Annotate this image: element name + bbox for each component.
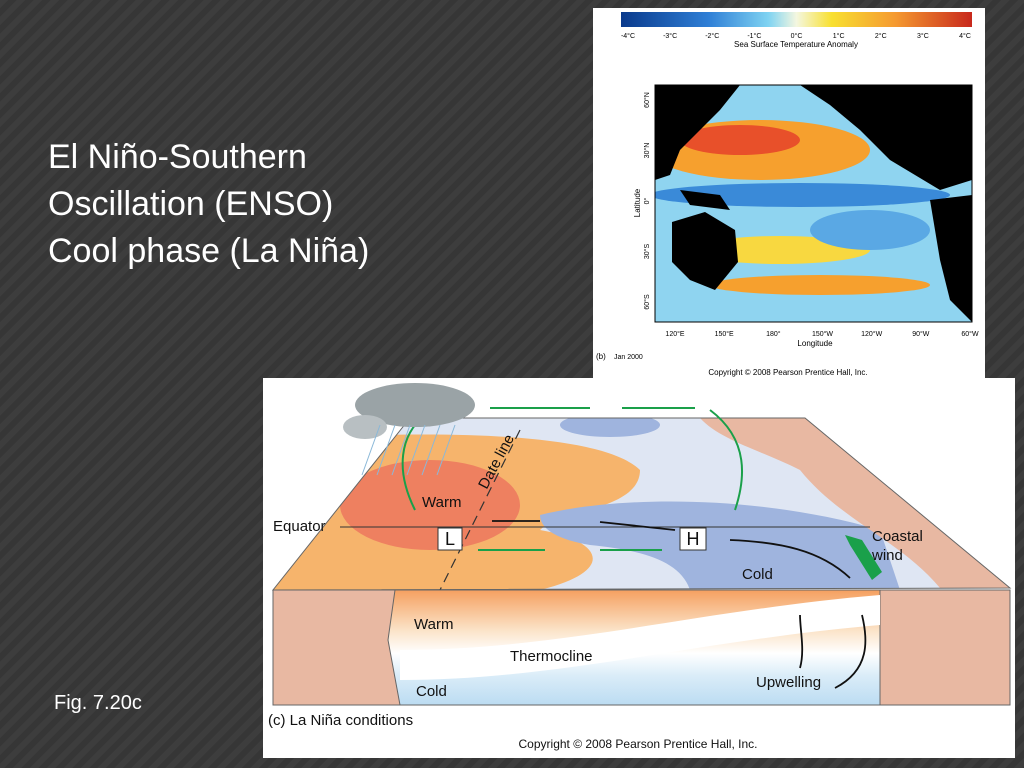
colorbar-tick-label: 1°C [833, 32, 845, 40]
map-date: Jan 2000 [614, 354, 643, 361]
cloud [343, 383, 475, 476]
longitude-tick-label: 120°W [861, 330, 882, 338]
sst-map: Sea Surface Temperature Anomaly Latitude… [593, 8, 985, 378]
diagram-copyright: Copyright © 2008 Pearson Prentice Hall, … [519, 737, 758, 751]
label-high: H [687, 529, 700, 549]
la-nina-diagram: Date line Warm Equator L H Coastal wind … [263, 378, 1015, 758]
figure-caption: Fig. 7.20c [54, 692, 142, 714]
longitude-label: Longitude [797, 339, 833, 348]
latitude-tick-label: 30°S [643, 244, 651, 260]
colorbar [621, 12, 972, 27]
diagram-caption: (c) La Niña conditions [268, 712, 413, 729]
longitude-tick-label: 180° [766, 330, 781, 338]
colorbar-tick-label: 4°C [959, 32, 971, 40]
longitude-tick-label: 150°E [715, 330, 734, 338]
label-cold: Cold [742, 566, 773, 583]
longitude-tick-label: 150°W [812, 330, 833, 338]
longitude-tick-label: 120°E [665, 330, 684, 338]
title-line: Cool phase (La Niña) [48, 232, 370, 270]
longitude-tick-label: 90°W [912, 330, 930, 338]
colorbar-tick-label: -3°C [663, 32, 677, 40]
label-upwelling: Upwelling [756, 674, 821, 691]
label-deep-cold: Cold [416, 683, 447, 700]
map-field [655, 85, 972, 322]
colorbar-tick-label: 0°C [791, 32, 803, 40]
colorbar-label: Sea Surface Temperature Anomaly [734, 40, 858, 49]
label-equator: Equator [273, 518, 326, 535]
colorbar-tick-label: 3°C [917, 32, 929, 40]
title-line: Oscillation (ENSO) [48, 185, 334, 223]
map-copyright: Copyright © 2008 Pearson Prentice Hall, … [708, 368, 867, 377]
label-coastal: Coastal [872, 528, 923, 545]
latitude-tick-label: 30°N [643, 143, 651, 159]
colorbar-tick-label: 2°C [875, 32, 887, 40]
latitude-tick-label: 60°S [643, 294, 651, 310]
panel-label: (b) [596, 352, 606, 361]
label-thermocline: Thermocline [510, 648, 593, 665]
latitude-tick-label: 60°N [643, 92, 651, 108]
colorbar-tick-label: -1°C [747, 32, 761, 40]
label-low: L [445, 529, 455, 549]
title-line: El Niño-Southern [48, 138, 307, 176]
label-wind: wind [871, 547, 903, 564]
latitude-label: Latitude [633, 188, 642, 217]
latitude-tick-label: 0° [643, 197, 651, 204]
label-deep-warm: Warm [414, 616, 453, 633]
slide-title: El Niño-Southern Oscillation (ENSO) Cool… [48, 134, 369, 275]
colorbar-tick-label: -4°C [621, 32, 635, 40]
longitude-tick-label: 60°W [961, 330, 979, 338]
label-warm: Warm [422, 494, 461, 511]
colorbar-tick-label: -2°C [705, 32, 719, 40]
